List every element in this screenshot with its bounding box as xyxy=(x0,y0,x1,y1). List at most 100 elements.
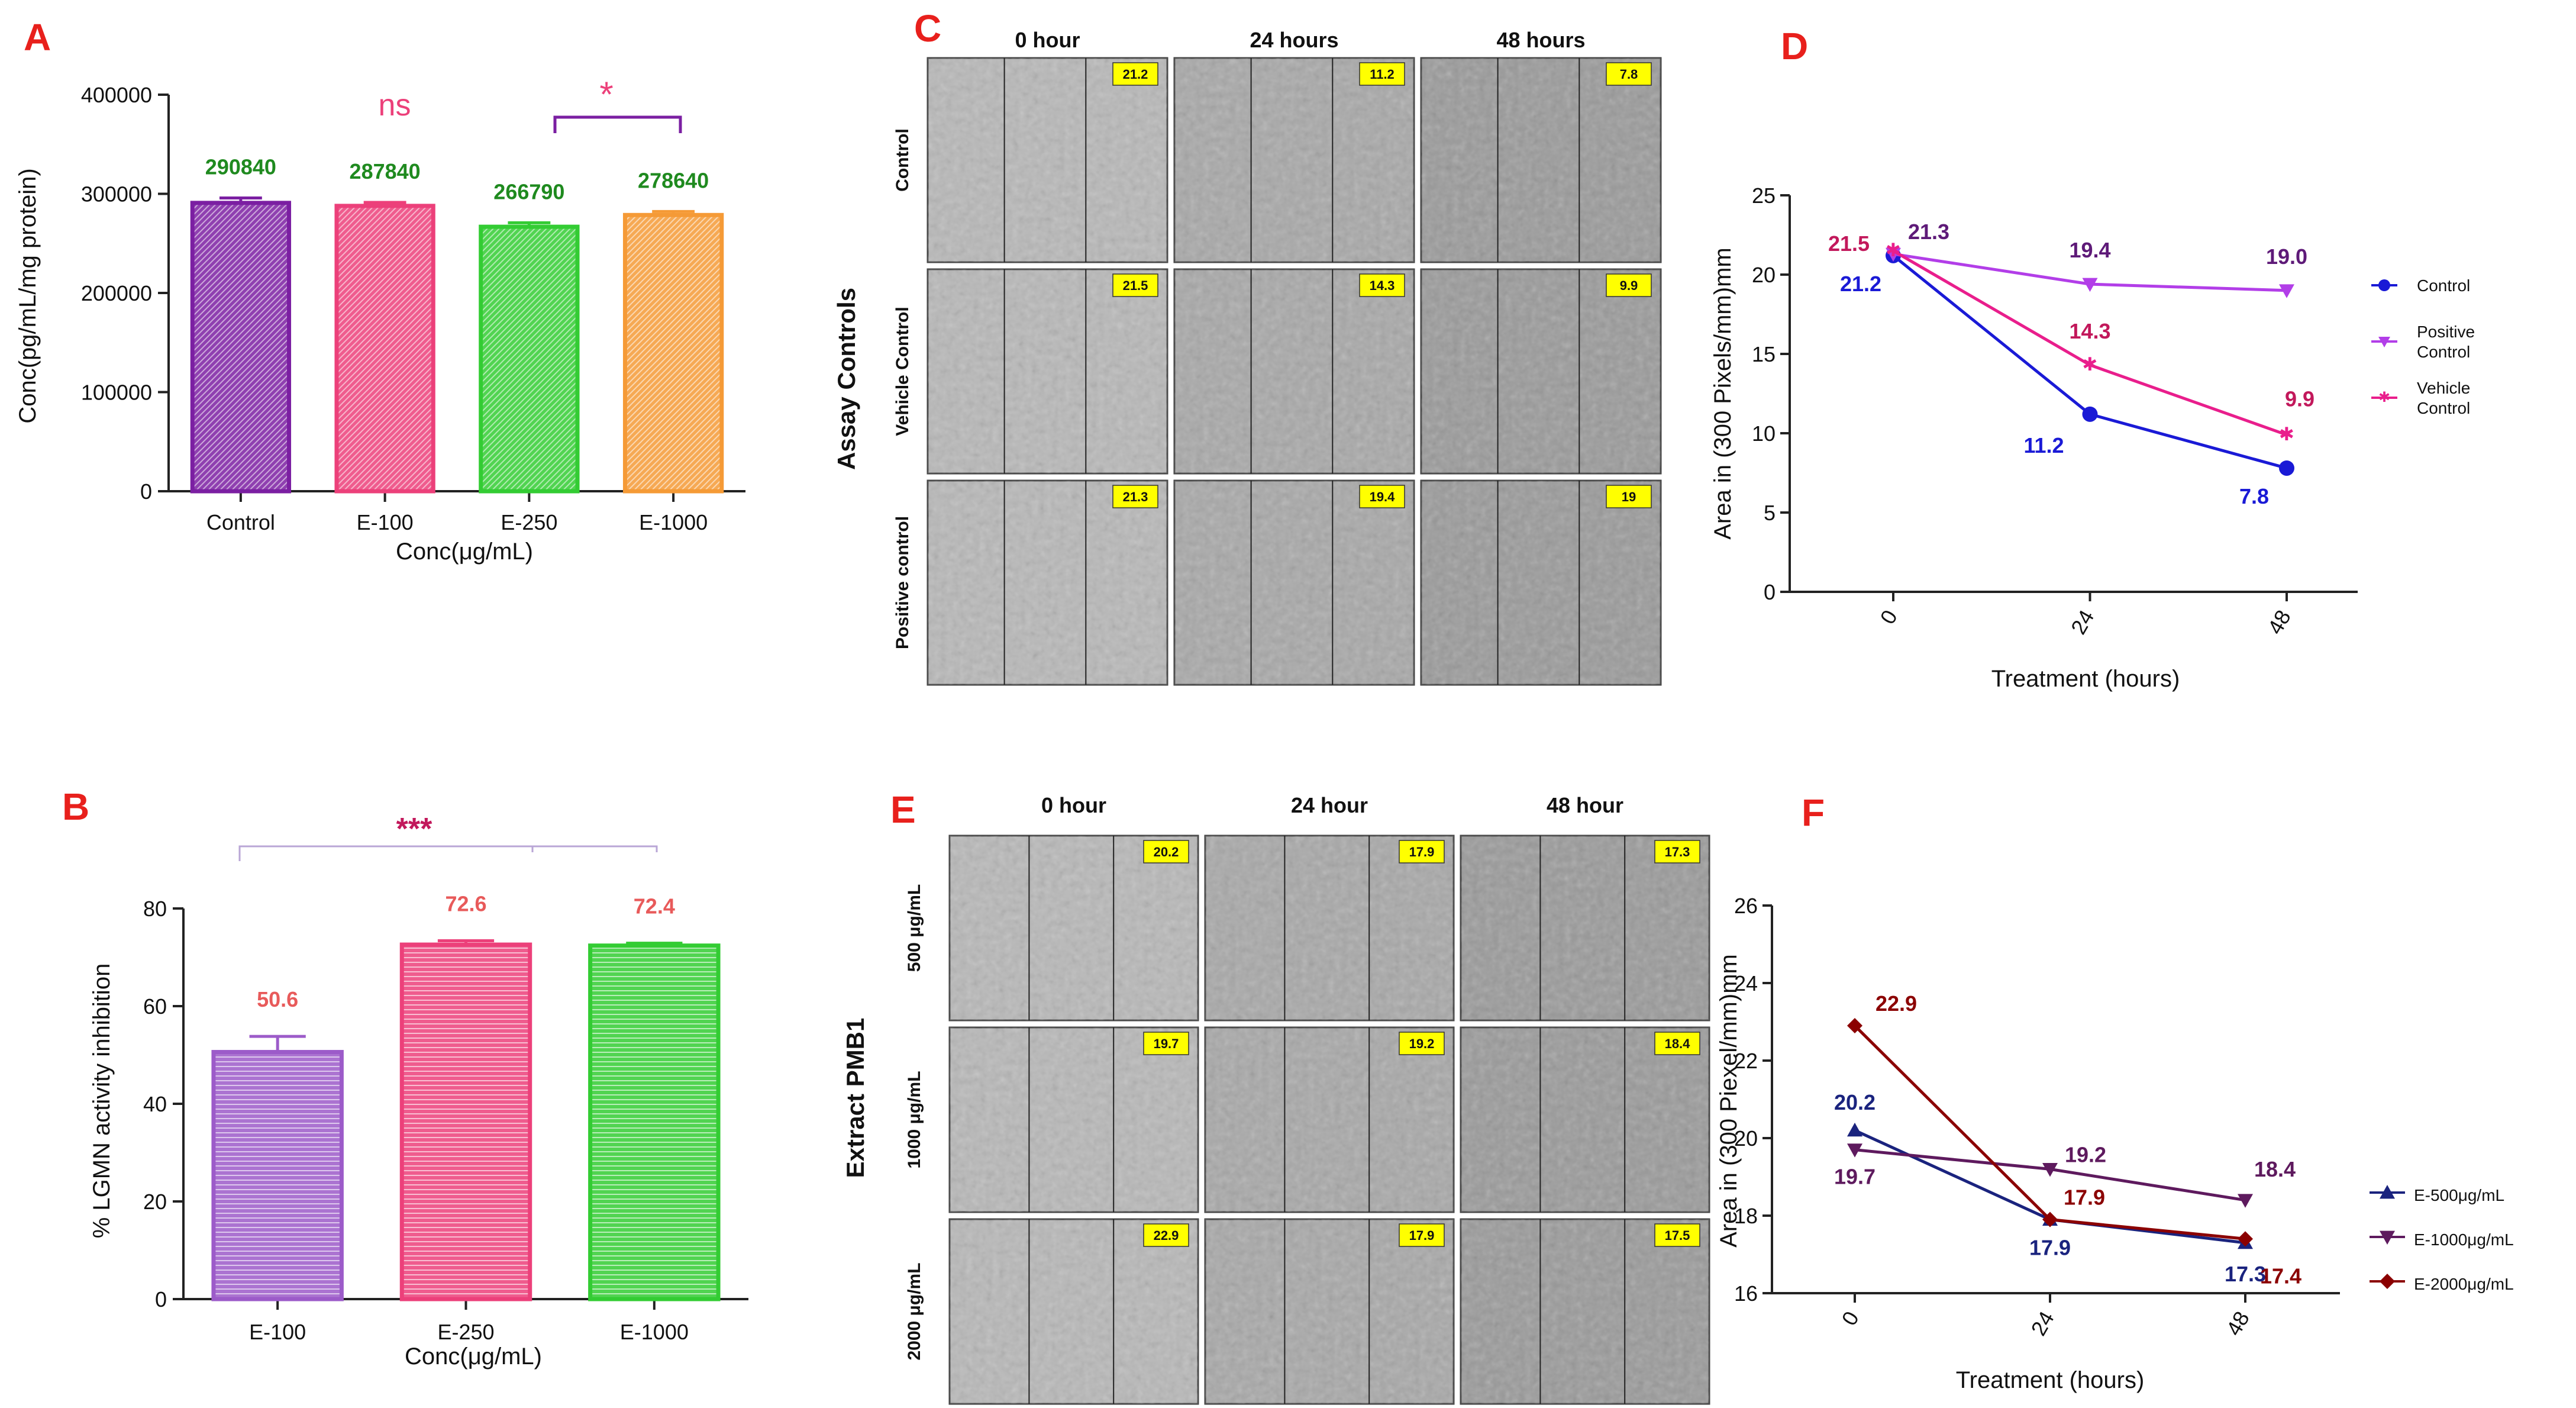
legend-label: Positive xyxy=(2417,323,2475,341)
bar-value-label: 50.6 xyxy=(257,987,298,1011)
point-value-label: 21.3 xyxy=(1908,220,1949,244)
panel-e-value-text: 17.9 xyxy=(1409,845,1435,859)
panel-e-value-text: 22.9 xyxy=(1154,1228,1179,1243)
point-value-label: 19.7 xyxy=(1834,1165,1875,1189)
panel-c-value-text: 7.8 xyxy=(1620,67,1638,82)
panel-f-x-axis-label: Treatment (hours) xyxy=(1956,1367,2145,1393)
panel-c-value-text: 21.2 xyxy=(1123,67,1148,82)
y-tick-label: 20 xyxy=(1734,1126,1758,1151)
x-tick-label: 48 xyxy=(2221,1307,2254,1340)
panel-a-y-axis-label: Conc(pg/mL/mg protein) xyxy=(15,168,41,423)
bar-texture xyxy=(402,945,530,1299)
panel-c-value-text: 9.9 xyxy=(1620,278,1638,293)
panel-e-value-badge xyxy=(1399,840,1445,864)
panel-e-micrograph-texture xyxy=(1205,1027,1454,1212)
y-tick-label: 25 xyxy=(1752,183,1776,208)
panel-f-line-chart: 16 18 20 22 24 26 0 24 48 20.2 17.9 17.3 19.7 19.2 18… xyxy=(1716,894,2514,1393)
panel-c-micrograph-texture xyxy=(928,481,1167,685)
point-value-label: 22.9 xyxy=(1875,991,1917,1016)
bar-texture xyxy=(213,1052,342,1299)
panel-c-side-title: Assay Controls xyxy=(832,288,860,470)
line-marker-star: ✱ xyxy=(1886,240,1901,260)
line-marker-star: ✱ xyxy=(2279,424,2294,444)
panel-c-value-badge xyxy=(1606,62,1652,86)
x-tick-label: E-250 xyxy=(437,1320,494,1344)
x-tick-label: Control xyxy=(206,510,275,534)
point-value-label: 17.9 xyxy=(2064,1185,2105,1210)
panel-a-x-axis-label: Conc(μg/mL) xyxy=(396,539,533,565)
bar-value-label: 266790 xyxy=(493,179,564,204)
panel-c-row-header: Vehicle Control xyxy=(893,307,912,436)
point-value-label: 14.3 xyxy=(2069,319,2110,343)
y-tick-label: 20 xyxy=(1752,263,1776,287)
line-marker-triangle-down xyxy=(2238,1194,2253,1208)
panel-a-significance-bracket xyxy=(553,115,682,133)
panel-c-micrograph-texture xyxy=(928,269,1167,473)
line-marker-circle xyxy=(2378,279,2390,291)
panel-e-scratch-images: 0 hour 24 hour 48 hour 500 μg/mL 1000 μg/mL… xyxy=(841,793,1710,1405)
panel-c-row-header: Control xyxy=(893,128,912,192)
panel-e-value-badge xyxy=(1143,840,1189,864)
panel-c-micrograph-texture xyxy=(1421,481,1661,685)
point-value-label: 21.2 xyxy=(1840,272,1881,296)
line-marker-diamond xyxy=(2238,1231,2253,1247)
line-marker-triangle-down xyxy=(1847,1143,1862,1158)
panel-d-y-axis-label: Area in (300 Pixels/mm)mm xyxy=(1710,247,1736,539)
y-tick-label: 0 xyxy=(155,1287,167,1312)
legend-label: Control xyxy=(2417,343,2470,361)
bar-texture xyxy=(336,205,434,491)
point-value-label: 17.3 xyxy=(2225,1262,2266,1286)
y-tick-label: 40 xyxy=(143,1092,167,1116)
y-tick-label: 100000 xyxy=(81,381,152,405)
y-tick-label: 200000 xyxy=(81,281,152,305)
point-value-label: 17.9 xyxy=(2029,1236,2071,1260)
panel-a-star-annotation: * xyxy=(599,75,613,114)
x-tick-label: E-1000 xyxy=(639,510,708,534)
panel-e-micrograph-texture xyxy=(950,836,1198,1020)
line-marker-circle xyxy=(2279,460,2294,476)
panel-e-micrograph-texture xyxy=(1461,1219,1709,1404)
legend-label: Control xyxy=(2417,399,2470,417)
x-tick-label: 48 xyxy=(2262,606,2296,639)
y-tick-label: 15 xyxy=(1752,342,1776,366)
point-value-label: 17.4 xyxy=(2260,1264,2301,1288)
panel-c-column-header: 0 hour xyxy=(1015,28,1080,52)
y-tick-label: 22 xyxy=(1734,1049,1758,1073)
panel-c-micrograph-texture xyxy=(1174,58,1414,262)
panel-c-micrograph-texture xyxy=(1421,269,1661,473)
line-marker-diamond xyxy=(2042,1212,2058,1227)
panel-c-micrograph-texture xyxy=(1421,58,1661,262)
panel-c-value-badge xyxy=(1359,273,1405,297)
panel-c-value-badge xyxy=(1112,485,1158,508)
y-tick-label: 0 xyxy=(140,479,152,504)
panel-c-micrograph-texture xyxy=(928,58,1167,262)
panel-e-row-header: 1000 μg/mL xyxy=(905,1071,924,1168)
panel-e-micrograph-texture xyxy=(1205,836,1454,1020)
y-tick-label: 20 xyxy=(143,1190,167,1214)
y-tick-label: 80 xyxy=(143,897,167,921)
x-tick-label: 24 xyxy=(2066,606,2099,639)
panel-c-value-badge xyxy=(1359,485,1405,508)
line-marker-triangle-up xyxy=(1847,1122,1862,1137)
panel-label-e: E xyxy=(890,788,916,831)
line-marker-triangle-down xyxy=(1886,247,1901,262)
point-value-label: 21.5 xyxy=(1828,231,1870,256)
panel-b-y-axis-label: % LGMN activity inhibition xyxy=(89,964,115,1239)
panel-e-micrograph-texture xyxy=(1205,1219,1454,1404)
line-marker-circle xyxy=(2082,406,2098,422)
panel-c-value-badge xyxy=(1606,485,1652,508)
point-value-label: 9.9 xyxy=(2285,387,2314,411)
line-marker-triangle-down xyxy=(2279,284,2294,298)
panel-c-value-badge xyxy=(1112,62,1158,86)
panel-e-row-header: 500 μg/mL xyxy=(905,884,924,972)
panel-c-value-badge xyxy=(1359,62,1405,86)
legend-label: E-1000μg/mL xyxy=(2414,1230,2514,1249)
panel-e-value-text: 17.9 xyxy=(1409,1228,1435,1243)
y-tick-label: 26 xyxy=(1734,894,1758,918)
panel-label-b: B xyxy=(62,785,89,828)
point-value-label: 19.2 xyxy=(2065,1142,2106,1167)
x-tick-label: E-100 xyxy=(357,510,414,534)
x-tick-label: E-1000 xyxy=(620,1320,689,1344)
panel-c-column-header: 48 hours xyxy=(1496,28,1585,52)
bar-texture xyxy=(625,215,722,491)
